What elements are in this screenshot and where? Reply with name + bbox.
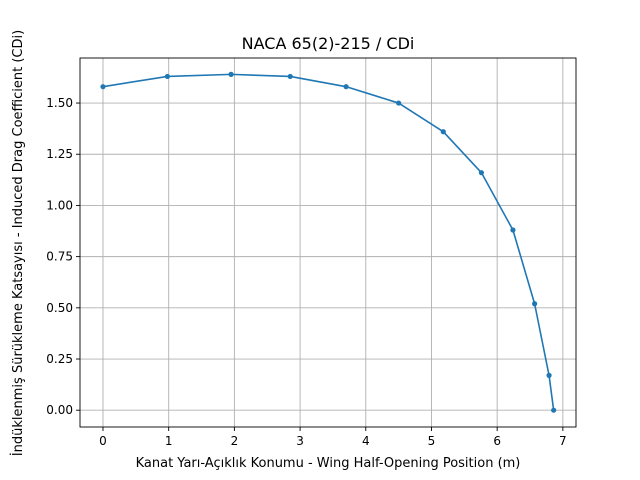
data-point — [532, 301, 538, 307]
series-layer — [100, 71, 557, 413]
data-point — [343, 84, 349, 90]
data-point — [228, 71, 234, 77]
y-tick-label: 0.25 — [46, 352, 73, 366]
data-point — [100, 84, 106, 90]
x-tick-label: 7 — [559, 434, 567, 448]
data-point — [478, 170, 484, 176]
x-tick-label: 0 — [99, 434, 107, 448]
y-tick-label: 0.00 — [46, 403, 73, 417]
y-tick-label: 0.50 — [46, 301, 73, 315]
y-tick-label: 1.50 — [46, 96, 73, 110]
y-axis-label: İndüklenmiş Sürükleme Katsayısı - Induce… — [10, 30, 26, 456]
data-point — [510, 227, 516, 233]
x-axis-label: Kanat Yarı-Açıklık Konumu - Wing Half-Op… — [136, 456, 521, 471]
data-point — [396, 100, 402, 106]
chart-title: NACA 65(2)-215 / CDi — [242, 34, 415, 53]
data-point — [546, 372, 552, 378]
data-point — [287, 73, 293, 80]
y-tick-label: 0.75 — [46, 250, 73, 264]
data-point — [440, 129, 446, 135]
x-tick-label: 3 — [296, 434, 304, 448]
ticks: 0 1 2 3 4 5 6 7 0.00 0.25 0.50 0.75 1.00 1.25 1.50 — [46, 96, 566, 448]
data-point — [164, 73, 170, 80]
x-tick-label: 4 — [362, 434, 370, 448]
grid — [80, 58, 576, 427]
x-tick-label: 1 — [165, 434, 173, 448]
plot-frame — [79, 57, 577, 428]
y-tick-label: 1.00 — [46, 198, 73, 212]
x-tick-label: 2 — [231, 434, 239, 448]
series-line — [102, 73, 555, 411]
data-point — [551, 407, 557, 413]
x-tick-label: 6 — [493, 434, 501, 448]
x-tick-label: 5 — [428, 434, 436, 448]
y-tick-label: 1.25 — [46, 147, 73, 161]
